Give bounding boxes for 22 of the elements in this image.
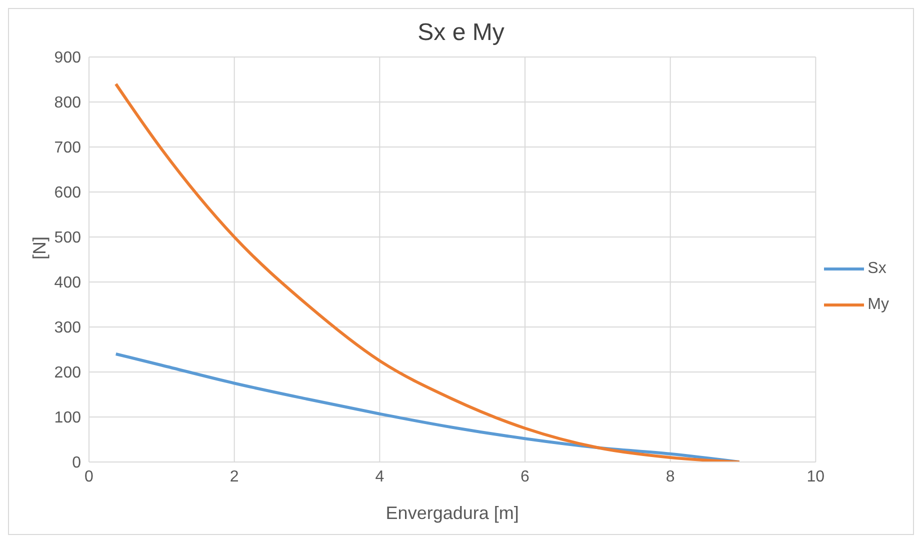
line-series: [114, 82, 741, 462]
y-tick-label: 700: [54, 140, 82, 157]
x-tick-label: 2: [230, 468, 239, 486]
y-tick-label: 0: [72, 454, 82, 472]
y-axis-title: [N]: [29, 236, 50, 260]
x-tick-label: 4: [375, 468, 384, 486]
legend-label: Sx: [868, 260, 886, 278]
legend-label: My: [868, 296, 889, 314]
y-tick-label: 800: [54, 94, 82, 112]
x-tick-label: 0: [84, 468, 94, 486]
y-tick-label: 400: [54, 274, 82, 292]
y-tick-label: 500: [54, 230, 82, 247]
y-tick-label: 100: [54, 410, 82, 427]
y-tick-label: 900: [54, 50, 82, 67]
x-tick-label: 8: [666, 468, 675, 486]
x-axis-title: Envergadura [m]: [386, 503, 519, 523]
x-tick-label: 6: [520, 468, 530, 486]
chart-title: Sx e My: [416, 19, 506, 47]
y-tick-label: 200: [54, 364, 82, 382]
x-tick-label: 10: [806, 468, 825, 486]
y-tick-label: 300: [54, 320, 82, 337]
y-tick-label: 600: [54, 184, 82, 202]
